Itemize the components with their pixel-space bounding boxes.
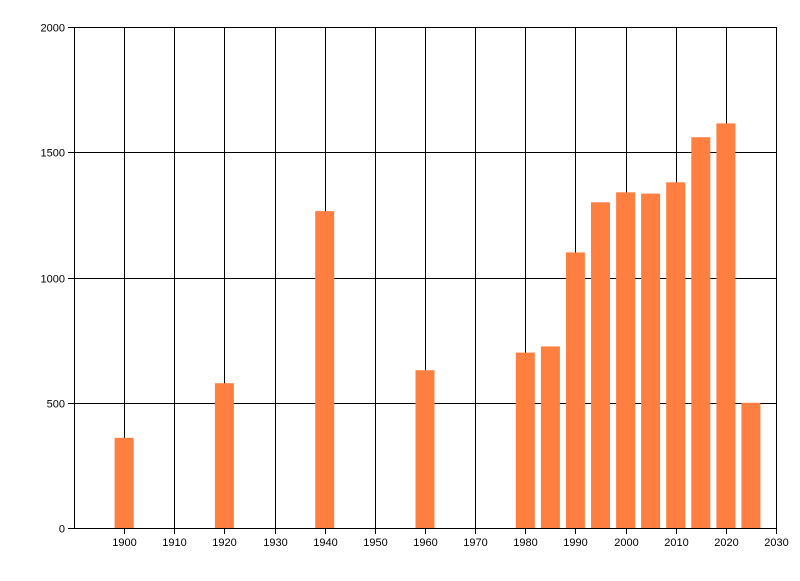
x-tick-label: 1910 xyxy=(162,537,186,549)
bar xyxy=(540,346,560,528)
y-tick-label: 0 xyxy=(59,524,65,536)
x-tick-label: 1940 xyxy=(313,537,337,549)
axes xyxy=(68,27,777,534)
bar xyxy=(716,123,736,529)
bar xyxy=(415,370,435,528)
x-tick-label: 1960 xyxy=(413,537,437,549)
x-tick-label: 2020 xyxy=(714,537,738,549)
x-tick-label: 2000 xyxy=(614,537,638,549)
y-tick-label: 2000 xyxy=(41,23,65,35)
bar xyxy=(515,352,535,528)
x-tick-label: 2030 xyxy=(764,537,788,549)
bar xyxy=(741,402,761,529)
bar xyxy=(565,252,585,528)
x-tick-label: 2010 xyxy=(664,537,688,549)
x-tick-label: 1950 xyxy=(363,537,387,549)
bar xyxy=(591,202,610,529)
bar xyxy=(315,211,335,528)
bar xyxy=(616,192,636,529)
bar xyxy=(666,182,686,529)
bar xyxy=(214,383,234,528)
y-tick-label: 500 xyxy=(47,399,65,411)
bar-series xyxy=(114,123,761,529)
bar xyxy=(641,193,661,528)
x-tick-label: 1930 xyxy=(263,537,287,549)
y-tick-label: 1500 xyxy=(41,148,65,160)
x-tick-label: 1980 xyxy=(513,537,537,549)
bar xyxy=(691,137,711,528)
x-tick-label: 1920 xyxy=(212,537,236,549)
x-tick-label: 1900 xyxy=(112,537,136,549)
y-tick-label: 1000 xyxy=(41,274,65,286)
tick-labels: 0 500 1000 1500 2000 1900 1910 1920 1930 1940 1950… xyxy=(41,23,789,550)
bar xyxy=(114,437,134,528)
x-tick-label: 1970 xyxy=(463,537,487,549)
x-tick-label: 1990 xyxy=(563,537,587,549)
